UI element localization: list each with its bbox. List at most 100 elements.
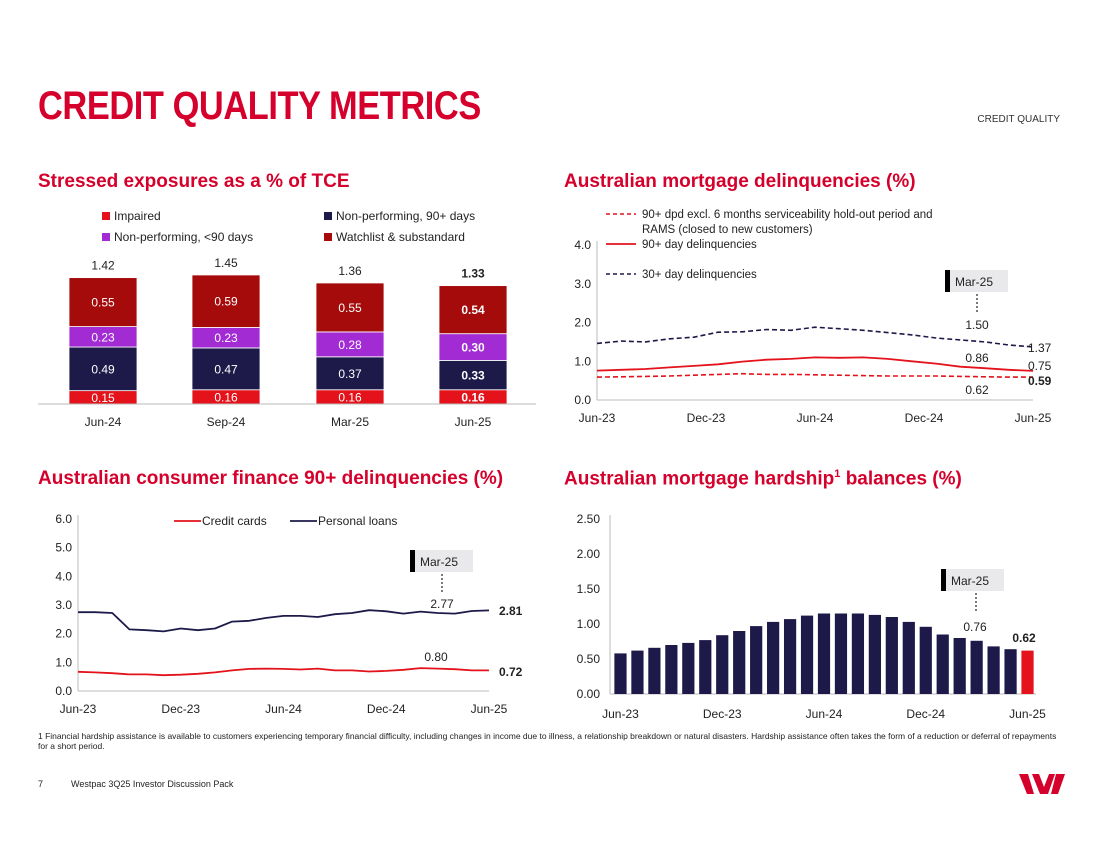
y-tick-label: 4.0 [574,238,591,252]
bar-hardship [614,653,627,694]
bar-label-np-90: 0.33 [461,369,485,383]
bar-label-impaired: 0.16 [214,390,238,404]
bar-label-watchlist: 0.55 [91,296,115,310]
annotation-90dpd-excl-mar25: 0.62 [965,383,989,397]
bar-hardship [750,626,763,694]
bar-watchlist [315,282,385,333]
callout-marker [945,270,950,292]
bar-np-90 [68,346,138,392]
x-tick-label: Jun-23 [60,702,97,716]
x-tick-label: Dec-24 [367,702,406,716]
consumer-finance-chart: Credit cards Personal loans 0.0 1.0 2.0 3.0… [55,512,523,716]
bar-label-watchlist: 0.59 [214,295,238,309]
bar-hardship [953,638,966,694]
legend-swatch-np-90 [324,212,332,220]
y-tick-label: 4.0 [55,569,72,583]
line-credit-cards [77,667,489,677]
y-tick-label: 0.0 [574,393,591,407]
bar-np-lt90 [315,331,385,358]
bar-hardship [851,613,865,694]
x-tick-label: Jun-23 [579,411,616,425]
y-tick-label: 1.50 [577,582,601,596]
legend-swatch-np-lt90 [102,233,110,241]
bar-label-np-lt90: 0.23 [214,331,238,345]
bar-np-90 [191,347,261,391]
bar-hardship-latest [1021,650,1034,694]
y-tick-label: 3.0 [55,598,72,612]
hardship-title-suffix: balances (%) [845,468,962,490]
bar-label-np-90: 0.37 [338,367,362,381]
bar-np-lt90 [438,333,508,361]
x-tick-label: Jun-24 [85,415,122,429]
bar-hardship [970,640,983,694]
x-tick-label: Dec-24 [905,411,944,425]
annotation-30day-mar25: 1.50 [965,318,989,332]
annotation-90day-mar25: 0.86 [965,351,989,365]
mortgage-delinquencies-chart: 90+ dpd excl. 6 months serviceability ho… [574,209,1052,425]
westpac-logo [1019,774,1065,794]
mar25-callout: Mar-25 [410,550,473,593]
annotation-hardship-jun25: 0.62 [1012,631,1036,645]
callout-marker [410,550,415,572]
logo-left-stroke [1019,774,1034,794]
x-tick-label: Jun-24 [265,702,302,716]
bar-hardship [1004,649,1017,694]
bar-hardship [902,621,915,694]
hardship-title: Australian mortgage hardship1 balances (… [564,468,962,490]
x-tick-label: Jun-24 [797,411,834,425]
bar-hardship [834,613,848,694]
annotation-personal-loans-mar25: 2.77 [430,597,454,611]
bar-hardship [868,614,881,694]
section-label: CREDIT QUALITY [977,114,1060,125]
bar-label-impaired: 0.15 [91,391,115,405]
bar-hardship [733,631,746,694]
bar-label-np-90: 0.47 [214,362,238,376]
annotation-90day-jun25: 0.75 [1028,359,1052,373]
footnote: 1 Financial hardship assistance is avail… [38,731,1057,751]
page-number: 7 [38,779,44,789]
bar-hardship [648,647,661,694]
bar-label-impaired: 0.16 [461,390,485,404]
y-tick-label: 1.00 [577,617,601,631]
legend-swatch-impaired [102,212,110,220]
bar-hardship [936,634,949,694]
bar-hardship [699,640,712,694]
annotation-personal-loans-jun25: 2.81 [499,604,523,618]
annotation-hardship-mar25: 0.76 [963,620,987,634]
legend-label-np-lt90: Non-performing, <90 days [114,230,253,244]
annotation-credit-cards-jun25: 0.72 [499,665,523,679]
logo-center-stroke [1032,774,1055,794]
x-tick-label: Jun-23 [602,707,639,721]
x-tick-label: Sep-24 [207,415,246,429]
y-tick-label: 5.0 [55,541,72,555]
bar-np-90 [315,356,385,391]
x-tick-label: Dec-23 [161,702,200,716]
bar-label-np-lt90: 0.28 [338,338,362,352]
line-30day-delinquencies [596,326,1034,348]
bar-hardship [631,650,644,694]
y-tick-label: 0.00 [577,687,601,701]
bar-hardship [817,613,831,694]
bar-hardship [665,645,678,694]
callout-marker [941,569,946,591]
bar-label-impaired: 0.16 [338,390,362,404]
bar-total-label: 1.42 [91,259,115,273]
bar-watchlist [68,277,138,327]
annotation-90dpd-excl-jun25: 0.59 [1028,374,1052,388]
callout-label: Mar-25 [955,275,993,289]
bar-total-label: 1.36 [338,264,362,278]
x-tick-label: Jun-25 [471,702,508,716]
legend-label-90dpd-excl-line2: RAMS (closed to new customers) [642,224,813,236]
y-tick-label: 2.50 [577,512,601,526]
bar-hardship [885,617,898,694]
bar-hardship [987,646,1000,694]
x-tick-label: Jun-25 [455,415,492,429]
bar-hardship [800,615,814,694]
y-tick-label: 1.0 [574,354,591,368]
x-tick-label: Dec-23 [703,707,742,721]
consumer-finance-title: Australian consumer finance 90+ delinque… [38,468,504,489]
y-tick-label: 1.0 [55,655,72,669]
y-tick-label: 3.0 [574,277,591,291]
bar-hardship [716,635,729,694]
mar25-callout: Mar-25 [945,270,1008,314]
